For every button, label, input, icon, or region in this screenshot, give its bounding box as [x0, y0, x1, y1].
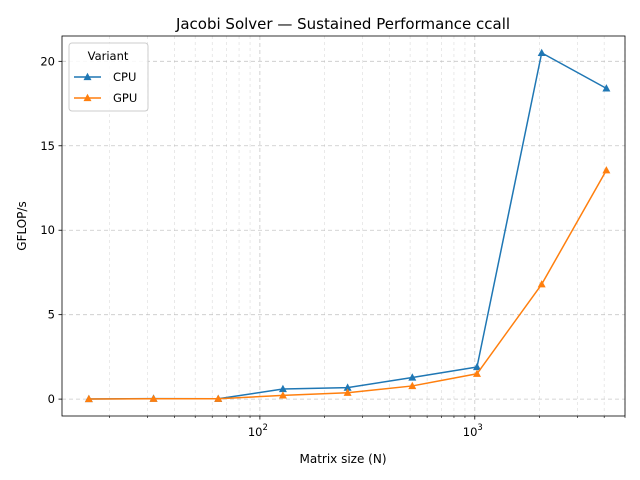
x-tick-label: 103 [463, 423, 483, 439]
y-axis-label: GFLOP/s [15, 201, 29, 250]
plot-frame [61, 35, 626, 417]
y-tick-label: 10 [40, 223, 55, 237]
legend-title: Variant [88, 49, 129, 63]
y-tick-label: 0 [48, 392, 55, 406]
legend-box [68, 42, 149, 112]
legend-items: CPU GPU [74, 70, 137, 105]
data-point-gpu [602, 166, 611, 174]
axes: 102 103 0 5 10 15 20 [40, 54, 626, 439]
x-axis-label: Matrix size (N) [299, 452, 386, 466]
y-tick-label: 15 [40, 139, 55, 153]
data-point-cpu [473, 362, 481, 371]
data-point-cpu [537, 48, 546, 57]
y-tick-label: 20 [40, 54, 55, 68]
series-layer [84, 48, 611, 403]
legend: Variant CPU GPU [68, 42, 149, 112]
legend-label-cpu: CPU [113, 70, 136, 84]
legend-marker-gpu [83, 93, 92, 102]
legend-label-gpu: GPU [113, 91, 137, 105]
data-point-cpu [278, 384, 287, 393]
x-tick-label: 102 [248, 423, 268, 439]
data-point-gpu [149, 394, 158, 402]
data-point-gpu [84, 394, 93, 403]
data-point-gpu [214, 394, 223, 402]
legend-marker-cpu [83, 72, 92, 81]
y-tick-label: 5 [48, 308, 55, 322]
data-point-gpu [473, 369, 481, 377]
data-point-gpu [343, 388, 352, 396]
data-point-gpu [537, 280, 546, 288]
data-point-cpu [602, 84, 611, 92]
chart-title: Jacobi Solver — Sustained Performance cc… [175, 15, 510, 33]
data-point-cpu [408, 373, 417, 381]
data-point-cpu [343, 383, 352, 391]
data-point-gpu [408, 381, 417, 390]
data-point-gpu [278, 391, 287, 399]
